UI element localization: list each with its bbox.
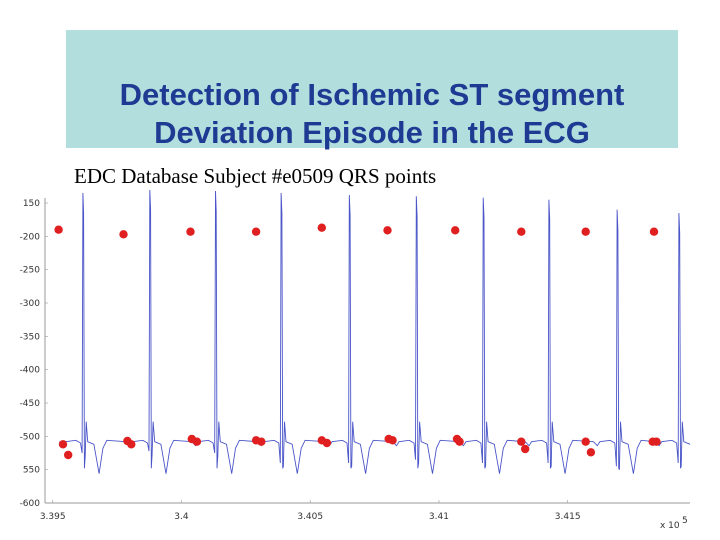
qrs-marker [192,437,202,446]
title-banner [66,30,678,148]
qrs-marker [186,227,195,236]
qrs-marker [54,225,63,234]
qrs-marker [586,448,596,457]
qrs-marker [652,437,661,446]
qrs-marker [521,444,530,454]
x-tick-label: 3.405 [297,512,323,522]
slide-title-line-1: Detection of Ischemic ST segment [119,77,625,112]
y-tick-label: -400 [20,366,41,376]
y-tick-label: 550 [23,466,40,476]
qrs-marker [63,450,73,460]
x-tick-label: 3.41 [429,512,449,522]
qrs-marker [649,227,659,236]
y-tick-label: -350 [20,332,41,342]
qrs-marker [455,437,464,446]
qrs-marker [581,437,590,446]
qrs-marker [388,436,397,445]
y-tick-label: -200 [20,232,41,242]
qrs-marker [517,227,526,236]
y-tick-label: 150 [23,199,40,209]
qrs-marker [517,437,526,446]
x-tick-label: 3.4 [174,512,189,522]
qrs-marker [251,227,261,236]
y-tick-label: -500 [20,432,41,442]
qrs-marker [257,437,266,446]
y-tick-label: -300 [20,299,41,309]
qrs-marker [383,226,392,235]
x-tick-label: 3.415 [555,512,581,522]
x-axis-multiplier: x 10 [660,521,680,531]
ecg-chart: 150 -200 -250 -300 -350 -400 -450 -500 550 -600 3.… [20,190,691,531]
qrs-marker [127,440,136,449]
qrs-marker [451,226,460,235]
x-tick-label: 3.395 [40,512,66,522]
qrs-marker [317,223,326,232]
y-tick-label: -450 [20,399,41,409]
x-axis-multiplier-exponent: 5 [682,516,688,526]
slide-title-line-2: Deviation Episode in the ECG [154,115,590,150]
y-tick-label: -600 [20,499,41,509]
qrs-marker [119,230,128,239]
ecg-trace-line [58,190,691,474]
qrs-marker [58,440,68,449]
qrs-marker [322,438,332,448]
slide-title: Detection of Ischemic ST segment Deviati… [66,76,678,152]
y-tick-label: -250 [20,266,41,276]
qrs-marker [581,227,590,236]
slide-subtitle: EDC Database Subject #e0509 QRS points [74,164,437,188]
